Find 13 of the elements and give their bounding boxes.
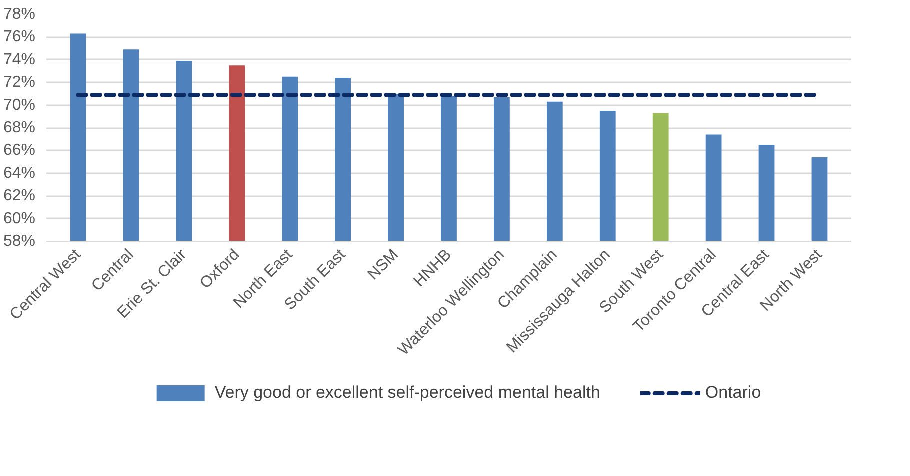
y-tick-label: 74% bbox=[3, 51, 36, 68]
y-tick-label: 58% bbox=[3, 233, 36, 250]
legend-label: Ontario bbox=[705, 383, 762, 403]
legend-label: Very good or excellent self-perceived mental health bbox=[214, 383, 600, 403]
y-tick-label: 68% bbox=[3, 120, 36, 136]
y-tick-label: 72% bbox=[3, 74, 36, 92]
y-tick-label: 66% bbox=[3, 142, 36, 160]
y-tick-label: 76% bbox=[3, 28, 36, 46]
y-tick-label: 62% bbox=[3, 188, 36, 205]
y-tick-label: 64% bbox=[3, 164, 36, 182]
y-tick-label: 60% bbox=[3, 210, 36, 228]
y-tick-label: 70% bbox=[3, 96, 36, 114]
y-tick-label: 78% bbox=[3, 6, 36, 23]
